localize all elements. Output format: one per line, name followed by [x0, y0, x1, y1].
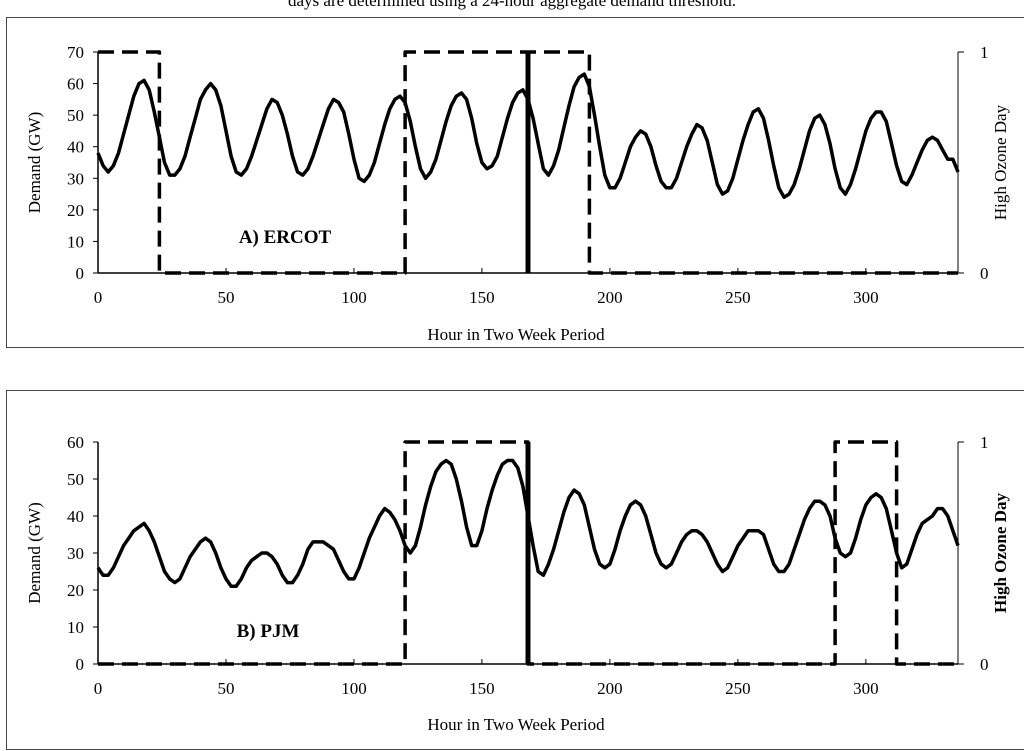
y-tick-label: 30 — [67, 169, 84, 188]
y-tick-label: 50 — [67, 106, 84, 125]
x-tick-label: 0 — [94, 679, 103, 698]
y-axis-title: Demand (GW) — [25, 112, 44, 214]
y-tick-label: 30 — [67, 544, 84, 563]
y2-axis-title: High Ozone Day — [991, 104, 1010, 220]
panel-a-chart: 0 50 100 150 200 250 300 0 10 20 30 40 50 60 70 0 1 Hour … — [25, 43, 1010, 344]
x-tick-label: 50 — [217, 288, 234, 307]
y-tick-label: 0 — [76, 655, 85, 674]
y2-tick-label: 0 — [980, 655, 989, 674]
panel-label: A) ERCOT — [239, 227, 332, 248]
demand-series — [96, 72, 960, 199]
y-tick-label: 0 — [76, 264, 85, 283]
x-tick-label: 150 — [469, 288, 495, 307]
y2-tick-label: 0 — [980, 264, 989, 283]
high-ozone-day-series — [98, 50, 958, 275]
x-tick-label: 50 — [217, 679, 234, 698]
x-tick-label: 100 — [341, 679, 367, 698]
y-tick-label: 20 — [67, 201, 84, 220]
y2-tick-label: 1 — [980, 433, 989, 452]
x-tick-label: 250 — [725, 288, 751, 307]
x-tick-label: 0 — [94, 288, 103, 307]
panel-b-frame — [6, 390, 1024, 750]
y-axis-title: Demand (GW) — [25, 502, 44, 604]
figure-caption: days are determined using a 24-hour aggr… — [288, 0, 736, 10]
y-tick-label: 40 — [67, 138, 84, 157]
y-tick-label: 50 — [67, 470, 84, 489]
x-tick-label: 150 — [469, 679, 495, 698]
y-tick-label: 10 — [67, 232, 84, 251]
y-tick-label: 70 — [67, 43, 84, 62]
x-tick-label: 300 — [853, 288, 879, 307]
x-axis-title: Hour in Two Week Period — [427, 715, 605, 734]
panel-label: B) PJM — [237, 621, 300, 642]
panel-b-chart: 0 50 100 150 200 250 300 0 10 20 30 40 50 60 0 1 Hour in… — [25, 433, 1010, 734]
y-tick-label: 10 — [67, 618, 84, 637]
x-axis-title: Hour in Two Week Period — [427, 325, 605, 344]
y-tick-label: 20 — [67, 581, 84, 600]
x-tick-label: 250 — [725, 679, 751, 698]
x-tick-label: 200 — [597, 288, 623, 307]
y-tick-label: 40 — [67, 507, 84, 526]
y-tick-label: 60 — [67, 433, 84, 452]
y-tick-label: 60 — [67, 75, 84, 94]
y2-axis-title: High Ozone Day — [991, 493, 1010, 613]
high-ozone-day-series — [98, 440, 958, 666]
x-tick-label: 300 — [853, 679, 879, 698]
y2-tick-label: 1 — [980, 43, 989, 62]
x-tick-label: 100 — [341, 288, 367, 307]
x-tick-label: 200 — [597, 679, 623, 698]
panel-a-frame — [6, 17, 1024, 348]
